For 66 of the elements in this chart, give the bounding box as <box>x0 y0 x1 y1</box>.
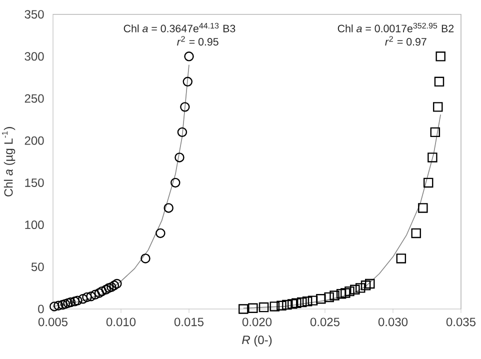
point <box>180 102 190 112</box>
annotation: r$^{2}$ = 0.97 <box>385 36 426 46</box>
point <box>72 296 82 306</box>
point <box>436 52 446 62</box>
y-tick-label: 350 <box>24 10 44 19</box>
y-axis-title: Chl a (µg L$^{-1}$) <box>2 127 16 196</box>
x-tick-label: 0.025 <box>310 318 340 326</box>
point <box>433 102 443 112</box>
point <box>50 302 60 312</box>
point <box>238 304 248 314</box>
point <box>365 278 375 289</box>
annotation: Chl a = 0.0017e$^{352.95}$ B2 <box>338 22 454 32</box>
point <box>360 280 371 290</box>
point <box>316 294 326 304</box>
y-tick-label: 200 <box>24 136 44 145</box>
point <box>418 203 428 213</box>
point <box>344 286 354 296</box>
line-series <box>52 64 190 307</box>
point <box>164 203 174 213</box>
point <box>330 290 340 300</box>
point <box>302 296 312 306</box>
y-tick-label: 300 <box>24 52 44 61</box>
point <box>297 297 307 308</box>
point <box>82 292 92 302</box>
point <box>324 292 334 302</box>
point <box>177 127 188 138</box>
point <box>270 302 280 312</box>
point <box>292 298 302 308</box>
annotation: Chl a = 0.3647e$^{44.13}$ B3 <box>124 22 236 32</box>
y-tick-label: 0 <box>38 304 44 314</box>
y-tick-label: 250 <box>24 94 44 103</box>
x-tick-label: 0.005 <box>38 318 68 326</box>
x-axis-title: R (0-) <box>242 335 272 347</box>
point <box>282 300 292 310</box>
point <box>184 52 194 62</box>
point <box>174 152 184 162</box>
x-tick-label: 0.035 <box>446 318 476 326</box>
point <box>350 284 360 294</box>
line-series <box>243 114 441 309</box>
point <box>340 288 350 298</box>
point <box>434 76 444 87</box>
point <box>396 254 406 264</box>
x-tick-label: 0.010 <box>106 318 136 326</box>
point <box>248 303 258 314</box>
point <box>336 288 346 299</box>
point <box>411 228 421 238</box>
x-tick-label: 0.020 <box>242 318 272 326</box>
x-tick-label: 0.030 <box>378 318 408 326</box>
x-tick-label: 0.015 <box>174 318 204 326</box>
point <box>276 300 286 310</box>
point <box>308 296 318 306</box>
point <box>287 299 298 309</box>
point <box>112 278 122 289</box>
point <box>258 302 269 312</box>
point <box>156 228 166 238</box>
y-tick-label: 100 <box>25 220 44 230</box>
point <box>170 178 180 188</box>
y-tick-label: 50 <box>31 262 44 272</box>
y-tick-label: 150 <box>25 178 44 187</box>
annotation: r$^{2}$ = 0.95 <box>177 36 218 46</box>
point <box>182 76 193 87</box>
point <box>355 283 366 293</box>
point <box>430 127 440 138</box>
point <box>428 152 438 162</box>
point <box>140 254 150 264</box>
point <box>423 178 434 188</box>
